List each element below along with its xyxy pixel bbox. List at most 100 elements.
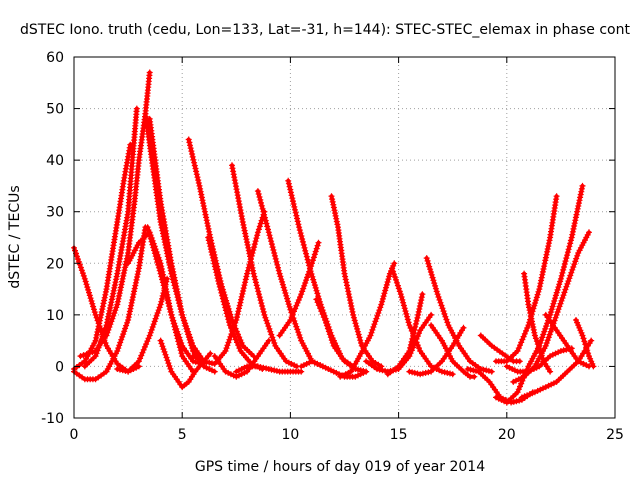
data-point xyxy=(238,293,245,300)
axis-ticks: 0 5 10 15 20 25 -10 0 10 20 30 40 50 60 xyxy=(41,50,624,443)
data-point xyxy=(538,337,545,344)
data-point xyxy=(408,338,415,345)
data-point xyxy=(180,317,187,324)
data-point xyxy=(571,223,578,229)
data-point xyxy=(116,342,123,349)
data-point xyxy=(227,333,234,340)
data-point xyxy=(263,220,270,227)
data-point xyxy=(296,332,303,338)
data-point xyxy=(310,254,317,261)
data-point xyxy=(89,349,96,355)
data-point xyxy=(562,258,569,265)
data-point xyxy=(273,367,280,374)
data-point xyxy=(195,180,202,186)
data-point xyxy=(584,347,591,354)
data-point xyxy=(516,397,523,404)
data-point xyxy=(190,353,196,360)
data-point xyxy=(210,257,217,264)
data-point xyxy=(233,368,240,375)
data-point xyxy=(149,237,156,244)
data-point xyxy=(538,277,545,284)
y-tick-label: 10 xyxy=(46,308,64,324)
data-point xyxy=(540,331,547,338)
data-point xyxy=(567,272,574,279)
data-point xyxy=(284,298,291,305)
x-tick-label: 0 xyxy=(70,427,79,443)
data-point xyxy=(85,286,92,293)
data-point xyxy=(276,270,283,277)
data-point xyxy=(254,232,261,239)
data-point xyxy=(302,247,309,254)
data-point xyxy=(553,193,560,200)
data-point xyxy=(121,328,128,335)
data-point xyxy=(236,372,242,379)
data-point xyxy=(315,239,322,246)
data-point xyxy=(275,264,281,271)
series-arc-32 xyxy=(493,193,560,365)
data-point xyxy=(428,363,435,370)
data-point xyxy=(313,245,320,252)
data-point xyxy=(222,348,229,354)
series-arc-20 xyxy=(276,239,322,339)
data-point xyxy=(89,300,96,307)
data-point xyxy=(313,287,320,294)
data-point xyxy=(120,331,127,338)
data-point xyxy=(155,307,162,314)
data-point xyxy=(556,303,563,310)
data-point xyxy=(236,305,242,312)
data-point xyxy=(392,274,398,280)
data-point xyxy=(287,306,294,313)
data-point xyxy=(187,142,193,149)
data-point xyxy=(83,281,90,288)
data-point xyxy=(262,217,269,224)
data-point xyxy=(529,390,536,397)
data-point xyxy=(518,375,525,381)
data-point xyxy=(549,351,556,358)
data-point xyxy=(152,246,159,253)
data-point xyxy=(291,362,298,369)
series-arc-36 xyxy=(510,229,592,385)
data-point xyxy=(424,257,431,264)
data-point xyxy=(194,174,201,181)
data-point xyxy=(273,258,280,265)
data-point xyxy=(189,345,196,352)
data-point xyxy=(537,386,544,393)
y-tick-label: 30 xyxy=(46,205,64,221)
data-point xyxy=(581,338,588,345)
data-point xyxy=(303,360,310,367)
data-point xyxy=(547,353,554,360)
data-point xyxy=(155,254,162,261)
data-point xyxy=(250,270,257,277)
data-point xyxy=(488,368,495,375)
data-point xyxy=(417,371,424,378)
data-point xyxy=(222,304,229,311)
data-point xyxy=(260,364,267,371)
data-point xyxy=(109,315,116,322)
data-point xyxy=(367,332,374,339)
data-point xyxy=(86,292,93,299)
data-point xyxy=(373,315,380,322)
data-point xyxy=(314,299,321,306)
data-point xyxy=(195,355,202,362)
data-point xyxy=(443,316,450,323)
data-point xyxy=(428,271,435,278)
y-tick-label: 0 xyxy=(55,359,64,375)
data-point xyxy=(557,300,564,307)
data-series xyxy=(71,69,597,406)
data-point xyxy=(278,276,285,283)
data-point xyxy=(356,334,363,341)
data-point xyxy=(322,364,329,371)
data-point xyxy=(342,276,349,283)
data-point xyxy=(251,241,258,248)
data-point xyxy=(355,372,361,379)
data-point xyxy=(170,320,177,327)
y-tick-label: -10 xyxy=(41,411,64,427)
data-point xyxy=(98,309,105,315)
data-point xyxy=(235,308,242,315)
data-point xyxy=(238,371,245,378)
data-point xyxy=(301,282,308,289)
data-point xyxy=(124,319,131,326)
data-point xyxy=(91,309,98,316)
data-point xyxy=(238,366,245,372)
data-point xyxy=(146,229,153,236)
